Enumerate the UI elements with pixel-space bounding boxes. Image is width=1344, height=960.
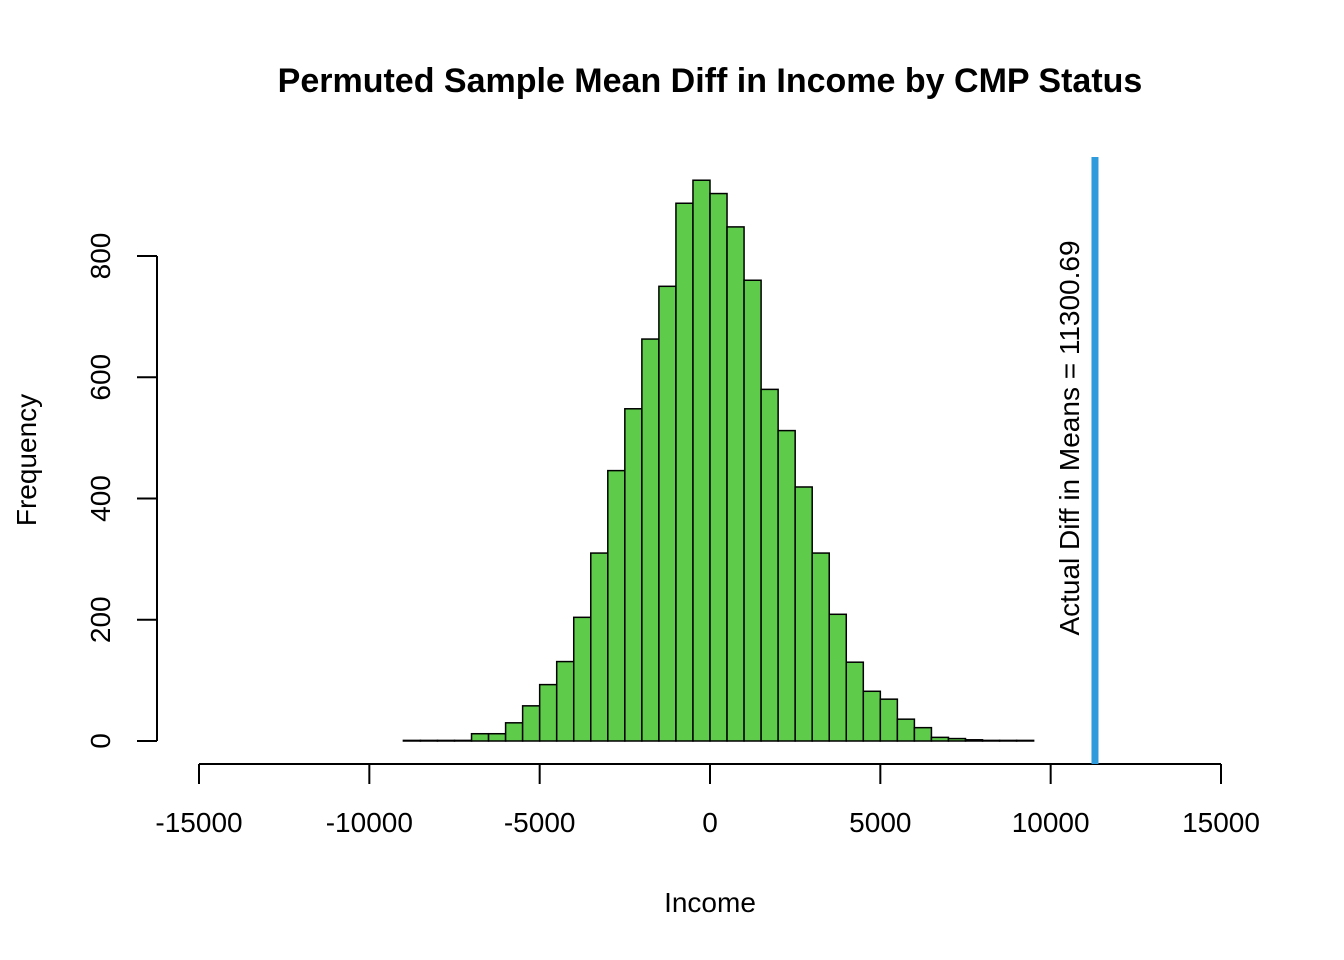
histogram-bar <box>998 739 1018 742</box>
histogram-bar <box>726 226 745 742</box>
histogram-bar <box>487 732 507 742</box>
x-axis: -15000 -10000 -5000 0 5000 10000 15000 <box>155 763 1260 838</box>
y-tick-label: 200 <box>85 596 116 643</box>
histogram-bar <box>828 613 848 742</box>
histogram-bar <box>555 660 575 742</box>
y-tick-label: 400 <box>85 475 116 522</box>
histogram-bar <box>436 739 456 742</box>
x-tick-label: 0 <box>702 807 718 838</box>
actual-diff-annotation: Actual Diff in Means = 11300.69 <box>1054 240 1085 635</box>
histogram-bar <box>811 552 830 742</box>
histogram-bar <box>709 192 728 742</box>
histogram-bar <box>879 698 899 742</box>
chart-title: Permuted Sample Mean Diff in Income by C… <box>278 62 1143 100</box>
histogram-bar <box>981 739 1001 742</box>
histogram-bar <box>453 739 473 742</box>
histogram-bar <box>658 285 677 742</box>
histogram-bar <box>402 739 422 742</box>
histogram-bar <box>504 722 524 742</box>
y-tick-label: 800 <box>85 233 116 280</box>
histogram-bar <box>760 388 779 742</box>
histogram-bar <box>607 469 626 742</box>
x-tick-label: -10000 <box>326 807 413 838</box>
y-tick-label: 0 <box>85 733 116 749</box>
x-tick-label: -15000 <box>155 807 242 838</box>
histogram-bar <box>743 279 762 742</box>
histogram-bar <box>572 616 592 742</box>
x-tick-label: 15000 <box>1182 807 1260 838</box>
histogram-bars <box>402 179 1035 742</box>
histogram-bar <box>845 661 865 742</box>
histogram-bar <box>930 736 950 742</box>
y-axis-label: Frequency <box>11 394 42 526</box>
histogram-bar <box>777 429 796 742</box>
x-tick-label: 5000 <box>849 807 911 838</box>
histogram-bar <box>913 726 933 742</box>
histogram-bar <box>1015 739 1035 742</box>
histogram-bar <box>964 739 984 742</box>
histogram-bar <box>794 486 813 742</box>
histogram-bar <box>641 338 660 742</box>
histogram-bar <box>521 705 541 742</box>
histogram-bar <box>590 552 609 742</box>
y-tick-label: 600 <box>85 354 116 401</box>
histogram-bar <box>470 732 490 742</box>
x-axis-label: Income <box>664 887 756 918</box>
x-tick-label: 10000 <box>1012 807 1090 838</box>
histogram-bar <box>538 683 558 742</box>
histogram-bar <box>862 690 882 742</box>
histogram-bar <box>675 202 694 742</box>
histogram-bar <box>896 718 916 742</box>
histogram-bar <box>692 179 711 742</box>
histogram-bar <box>624 408 643 742</box>
histogram-bar <box>947 737 967 742</box>
x-tick-label: -5000 <box>504 807 576 838</box>
histogram-bar <box>419 739 439 742</box>
y-axis: 0 200 400 600 800 <box>85 233 158 749</box>
